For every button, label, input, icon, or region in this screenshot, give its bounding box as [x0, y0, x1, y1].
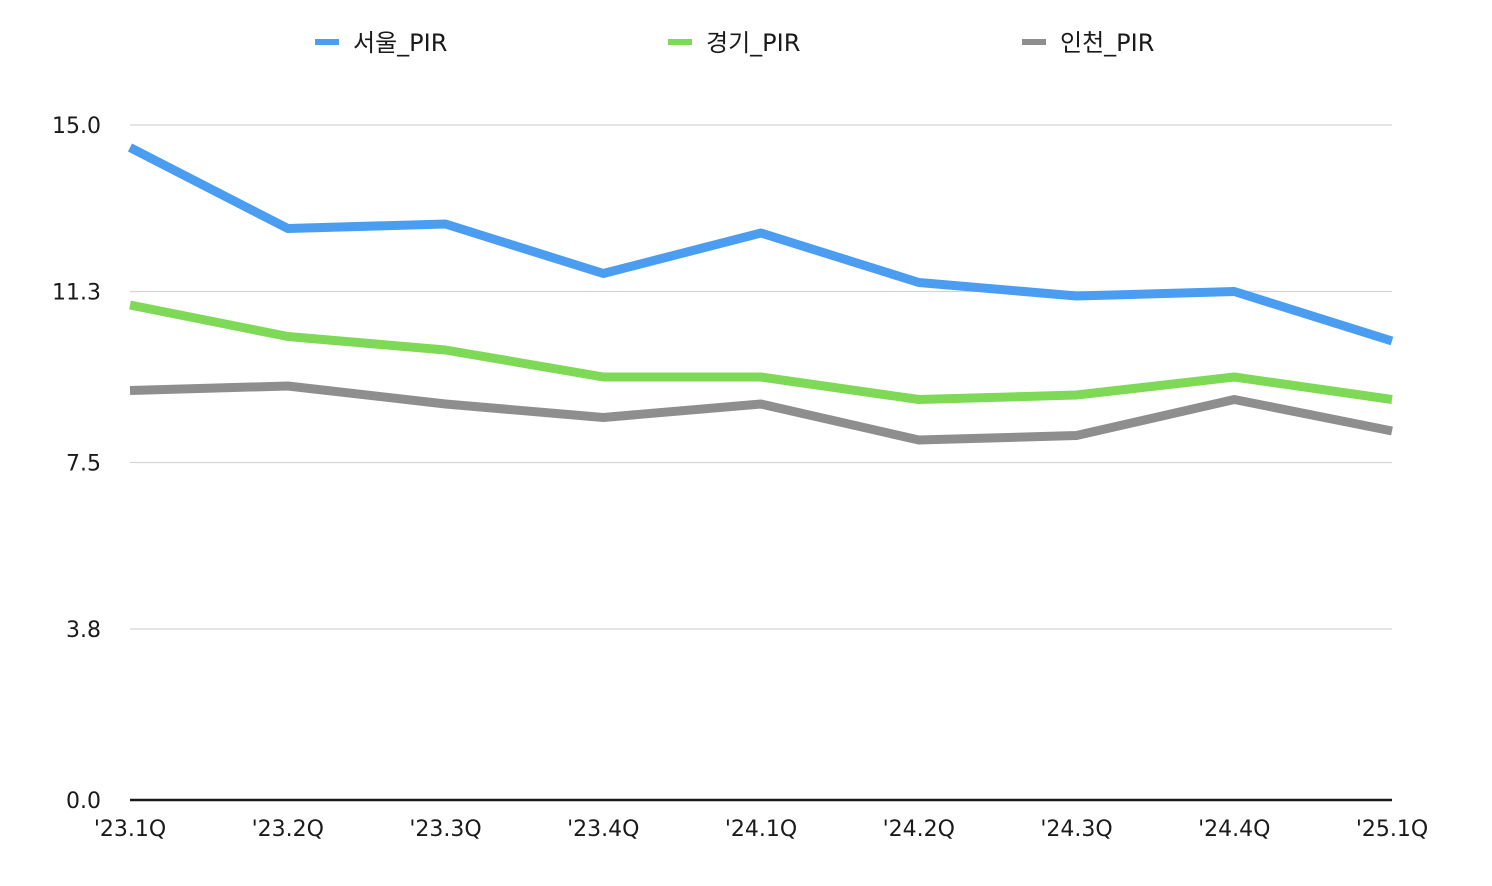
series-line-0: [127, 143, 1394, 346]
x-tick-label: '24.2Q: [883, 817, 955, 842]
grid-layer: [130, 124, 1392, 630]
x-tick-label: '24.3Q: [1040, 817, 1112, 842]
series-layer: [127, 143, 1394, 445]
y-tick-label: 7.5: [66, 452, 101, 477]
legend-label: 인천_PIR: [1060, 29, 1154, 57]
x-tick-label: '24.1Q: [725, 817, 797, 842]
y-tick-label: 3.8: [66, 618, 101, 643]
legend: 서울_PIR 경기_PIR 인천_PIR: [315, 29, 1154, 57]
axis-layer: 0.0 3.8 7.5 11.3 15.0 '23.1Q '23.2Q '23.3Q '23.4…: [52, 114, 1428, 842]
series-line-2: [129, 381, 1393, 445]
x-tick-label: '24.4Q: [1198, 817, 1270, 842]
x-tick-label: '23.2Q: [252, 817, 324, 842]
legend-label: 경기_PIR: [706, 29, 800, 57]
x-tick-label: '23.1Q: [94, 817, 166, 842]
y-tick-label: 0.0: [66, 789, 101, 814]
y-tick-label: 11.3: [52, 281, 101, 306]
series-line-1: [129, 300, 1393, 404]
x-tick-label: '23.4Q: [567, 817, 639, 842]
legend-label: 서울_PIR: [353, 29, 447, 57]
x-tick-label: '23.3Q: [409, 817, 481, 842]
x-tick-label: '25.1Q: [1356, 817, 1428, 842]
y-tick-label: 15.0: [52, 114, 101, 139]
